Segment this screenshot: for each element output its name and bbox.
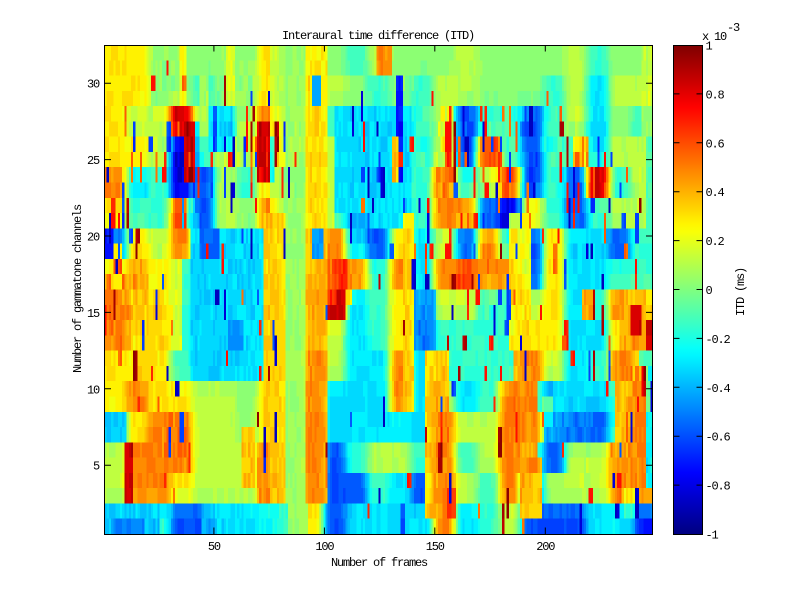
svg-text:-0.4: -0.4 — [706, 382, 731, 396]
svg-text:Number of gammatone channels: Number of gammatone channels — [71, 204, 85, 373]
svg-text:-0.6: -0.6 — [706, 431, 731, 445]
svg-text:0: 0 — [706, 284, 713, 298]
svg-text:-0.8: -0.8 — [706, 480, 731, 494]
svg-text:100: 100 — [315, 540, 334, 554]
svg-text:0.8: 0.8 — [706, 88, 725, 102]
svg-text:-0.2: -0.2 — [706, 333, 731, 347]
svg-text:0.6: 0.6 — [706, 137, 725, 151]
svg-text:150: 150 — [426, 540, 445, 554]
svg-text:-3: -3 — [727, 21, 740, 35]
svg-text:0.2: 0.2 — [706, 235, 725, 249]
svg-text:15: 15 — [87, 307, 100, 321]
svg-text:Interaural time difference (IT: Interaural time difference (ITD) — [282, 29, 474, 43]
svg-text:25: 25 — [87, 154, 100, 168]
svg-text:200: 200 — [536, 540, 555, 554]
svg-text:20: 20 — [87, 231, 100, 245]
svg-text:-1: -1 — [706, 529, 719, 543]
svg-text:0.4: 0.4 — [706, 186, 725, 200]
svg-text:30: 30 — [87, 78, 100, 92]
svg-text:10: 10 — [87, 383, 100, 397]
svg-text:5: 5 — [93, 460, 100, 474]
svg-text:ITD (ms): ITD (ms) — [734, 268, 748, 316]
svg-text:50: 50 — [208, 540, 221, 554]
svg-text:1: 1 — [706, 40, 713, 54]
svg-text:Number of frames: Number of frames — [331, 556, 428, 570]
svg-text:x 10: x 10 — [702, 30, 727, 44]
